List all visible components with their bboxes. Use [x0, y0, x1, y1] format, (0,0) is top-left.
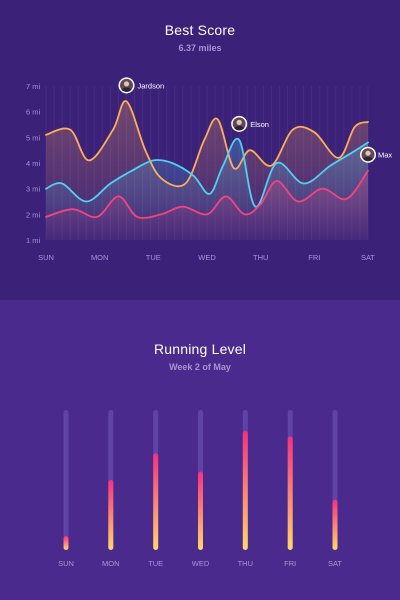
- best-score-title: Best Score: [164, 22, 236, 38]
- y-tick-label: 1 mi: [26, 236, 41, 245]
- series-line: [45, 100, 369, 188]
- bar[interactable]: [332, 499, 338, 550]
- x-tick-label: FRI: [284, 559, 296, 568]
- x-tick-label: MON: [102, 559, 120, 568]
- y-tick-label: 6 mi: [26, 108, 41, 117]
- series-marker[interactable]: Max: [360, 146, 392, 164]
- best-score-panel: Best Score 6.37 miles 1 mi 2 mi 3 mi 4 mi 5 …: [0, 0, 400, 300]
- running-level-title: Running Level: [153, 341, 247, 357]
- avatar-icon: [121, 81, 132, 92]
- x-tick-label: SAT: [361, 253, 375, 262]
- y-tick-label: 2 mi: [26, 210, 41, 219]
- running-level-panel: Running Level Week 2 of May SUN MON TUE WED…: [0, 300, 400, 600]
- y-tick-label: 3 mi: [26, 185, 41, 194]
- x-tick-label: SAT: [328, 559, 342, 568]
- series-label: Jardson: [138, 81, 165, 90]
- x-tick-label: TUE: [146, 253, 161, 262]
- x-tick-label: MON: [91, 253, 109, 262]
- x-tick-label: THU: [238, 559, 253, 568]
- x-tick-label: SUN: [38, 253, 54, 262]
- x-tick-label: FRI: [308, 253, 320, 262]
- best-score-chart: 1 mi 2 mi 3 mi 4 mi 5 mi 6 mi 7 mi SUN MON TUE WED…: [26, 77, 392, 262]
- bar[interactable]: [108, 480, 114, 550]
- running-level-subtitle: Week 2 of May: [169, 362, 231, 372]
- best-score-subtitle: 6.37 miles: [178, 43, 222, 53]
- y-tick-label: 7 mi: [26, 82, 41, 91]
- avatar-icon: [234, 119, 245, 131]
- series-marker[interactable]: Jardson: [118, 77, 165, 94]
- series-area: [46, 170, 368, 240]
- y-tick-label: 4 mi: [26, 159, 41, 168]
- series-line: [45, 137, 369, 208]
- bar-track: [63, 410, 69, 550]
- bar[interactable]: [287, 436, 293, 550]
- bar[interactable]: [153, 453, 159, 550]
- series-line: [45, 169, 369, 219]
- series-marker[interactable]: Elson: [231, 115, 269, 133]
- series-label: Elson: [250, 120, 269, 129]
- bar[interactable]: [63, 536, 69, 550]
- x-tick-label: WED: [192, 559, 210, 568]
- x-tick-label: SUN: [58, 559, 74, 568]
- bar[interactable]: [198, 471, 203, 550]
- y-tick-label: 5 mi: [26, 133, 41, 142]
- x-tick-label: WED: [198, 253, 216, 262]
- bar[interactable]: [242, 431, 248, 550]
- avatar-icon: [363, 150, 373, 162]
- x-tick-label: THU: [253, 253, 268, 262]
- series-label: Max: [378, 151, 392, 160]
- running-level-chart: SUN MON TUE WED THU FRI SAT: [58, 410, 342, 568]
- x-tick-label: TUE: [148, 559, 163, 568]
